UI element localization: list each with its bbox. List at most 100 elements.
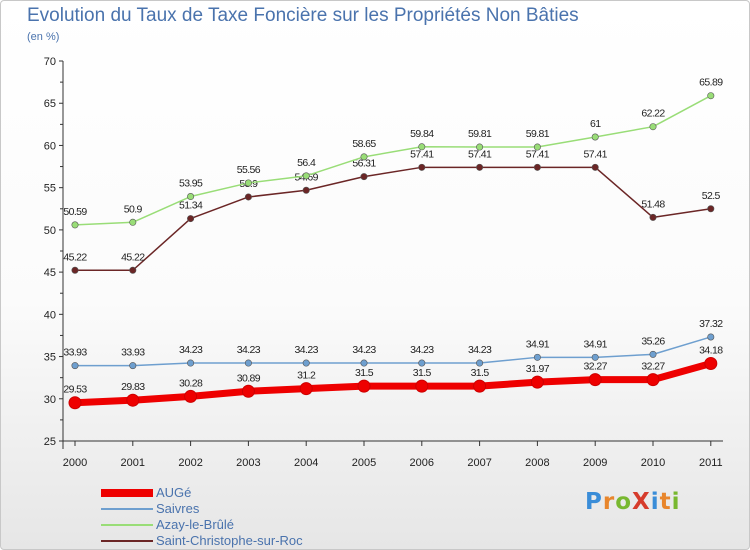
legend-item-saint-christophe-sur-roc[interactable]: Saint-Christophe-sur-Roc xyxy=(101,533,361,549)
data-point-azay-le-brule xyxy=(302,172,310,180)
legend-label-azay-le-brule: Azay-le-Brûlé xyxy=(156,517,235,532)
data-label-azay-le-brule: 55.56 xyxy=(237,164,261,176)
data-label-auge: 30.28 xyxy=(179,377,203,389)
data-label-saint-christophe-sur-roc: 56.31 xyxy=(352,158,376,170)
data-label-azay-le-brule: 56.4 xyxy=(297,157,316,169)
legend-item-azay-le-brule[interactable]: Azay-le-Brûlé xyxy=(101,517,361,533)
data-point-saint-christophe-sur-roc xyxy=(591,163,599,171)
legend-item-saivres[interactable]: Saivres xyxy=(101,501,361,517)
x-tick-label: 2003 xyxy=(236,457,260,469)
x-tick-label: 2006 xyxy=(410,457,434,469)
data-point-auge xyxy=(473,379,487,393)
data-point-saint-christophe-sur-roc xyxy=(71,266,79,274)
data-point-saivres xyxy=(707,333,715,341)
data-point-saivres xyxy=(360,359,368,367)
data-label-saint-christophe-sur-roc: 57.41 xyxy=(410,148,434,160)
logo-letter: i xyxy=(671,489,681,515)
data-point-auge xyxy=(415,379,429,393)
data-label-auge: 30.89 xyxy=(237,372,261,384)
x-tick-label: 2009 xyxy=(583,457,607,469)
data-label-azay-le-brule: 59.84 xyxy=(410,128,434,140)
data-label-azay-le-brule: 59.81 xyxy=(526,128,550,140)
data-label-azay-le-brule: 50.59 xyxy=(63,206,87,218)
legend-swatch-azay-le-brule xyxy=(101,524,153,526)
data-point-azay-le-brule xyxy=(418,143,426,151)
data-point-auge xyxy=(299,382,313,396)
logo-letter: r xyxy=(602,489,616,515)
chart-subtitle: (en %) xyxy=(27,31,60,43)
data-point-azay-le-brule xyxy=(707,92,715,100)
data-label-saivres: 35.26 xyxy=(641,335,665,347)
y-tick-label: 30 xyxy=(44,394,56,406)
data-point-saint-christophe-sur-roc xyxy=(649,213,657,221)
data-point-saivres xyxy=(129,362,137,370)
data-label-auge: 29.83 xyxy=(121,381,145,393)
data-point-auge xyxy=(704,356,718,370)
y-tick-label: 50 xyxy=(44,225,56,237)
data-label-saivres: 33.93 xyxy=(63,347,87,359)
data-point-saivres xyxy=(591,353,599,361)
data-point-azay-le-brule xyxy=(187,193,195,201)
data-point-saivres xyxy=(187,359,195,367)
data-point-saivres xyxy=(418,359,426,367)
data-point-auge xyxy=(68,396,82,410)
data-point-saivres xyxy=(71,362,79,370)
data-label-azay-le-brule: 62.22 xyxy=(641,108,665,120)
data-label-saivres: 34.91 xyxy=(584,338,608,350)
data-point-azay-le-brule xyxy=(360,153,368,161)
data-label-saivres: 33.93 xyxy=(121,347,145,359)
data-point-auge xyxy=(126,393,140,407)
data-label-saint-christophe-sur-roc: 57.41 xyxy=(468,148,492,160)
data-label-saint-christophe-sur-roc: 45.22 xyxy=(121,251,145,263)
legend: AUGé Saivres Azay-le-Brûlé Saint-Christo… xyxy=(101,485,361,549)
data-label-auge: 32.27 xyxy=(584,361,608,373)
data-label-saint-christophe-sur-roc: 45.22 xyxy=(63,251,87,263)
legend-swatch-saivres xyxy=(101,508,153,510)
logo-letter: i xyxy=(650,489,660,515)
legend-label-saivres: Saivres xyxy=(156,501,200,516)
data-label-saivres: 34.23 xyxy=(295,344,319,356)
x-tick-label: 2011 xyxy=(699,457,723,469)
data-point-auge xyxy=(530,375,544,389)
data-point-saivres xyxy=(302,359,310,367)
proxiti-logo: ProXiti xyxy=(585,489,681,515)
x-tick-label: 2004 xyxy=(294,457,318,469)
legend-label-saint-christophe-sur-roc: Saint-Christophe-sur-Roc xyxy=(156,533,303,548)
data-label-saint-christophe-sur-roc: 57.41 xyxy=(526,148,550,160)
x-tick-label: 2010 xyxy=(641,457,665,469)
data-label-saivres: 37.32 xyxy=(699,318,723,330)
data-point-saint-christophe-sur-roc xyxy=(418,163,426,171)
series-line-azay-le-brule xyxy=(74,95,712,226)
legend-swatch-auge xyxy=(101,489,153,497)
x-tick-label: 2007 xyxy=(467,457,491,469)
data-point-azay-le-brule xyxy=(129,218,137,226)
y-tick-label: 65 xyxy=(44,98,56,110)
data-label-azay-le-brule: 58.65 xyxy=(352,138,376,150)
y-tick-label: 70 xyxy=(44,56,56,68)
legend-swatch-saint-christophe-sur-roc xyxy=(101,540,153,542)
x-tick-label: 2008 xyxy=(525,457,549,469)
data-point-saint-christophe-sur-roc xyxy=(302,186,310,194)
series-line-saint-christophe-sur-roc xyxy=(75,166,711,272)
logo-letter: X xyxy=(632,489,651,515)
data-label-saivres: 34.23 xyxy=(410,344,434,356)
data-label-saint-christophe-sur-roc: 52.5 xyxy=(702,190,721,202)
data-point-saint-christophe-sur-roc xyxy=(244,193,252,201)
data-label-saivres: 34.23 xyxy=(468,344,492,356)
data-label-auge: 31.2 xyxy=(297,370,316,382)
data-point-saint-christophe-sur-roc xyxy=(187,215,195,223)
x-tick-label: 2005 xyxy=(352,457,376,469)
y-tick-label: 25 xyxy=(44,436,56,448)
data-point-saivres xyxy=(649,350,657,358)
chart-title: Evolution du Taux de Taxe Foncière sur l… xyxy=(27,5,579,26)
data-label-saint-christophe-sur-roc: 57.41 xyxy=(584,148,608,160)
data-label-saint-christophe-sur-roc: 51.48 xyxy=(641,198,665,210)
legend-item-auge[interactable]: AUGé xyxy=(101,485,361,501)
legend-label-auge: AUGé xyxy=(156,485,192,500)
data-label-azay-le-brule: 59.81 xyxy=(468,128,492,140)
data-label-azay-le-brule: 50.9 xyxy=(124,203,143,215)
data-point-azay-le-brule xyxy=(649,123,657,131)
data-point-auge xyxy=(241,384,255,398)
y-tick-label: 45 xyxy=(44,267,56,279)
data-point-auge xyxy=(357,379,371,393)
